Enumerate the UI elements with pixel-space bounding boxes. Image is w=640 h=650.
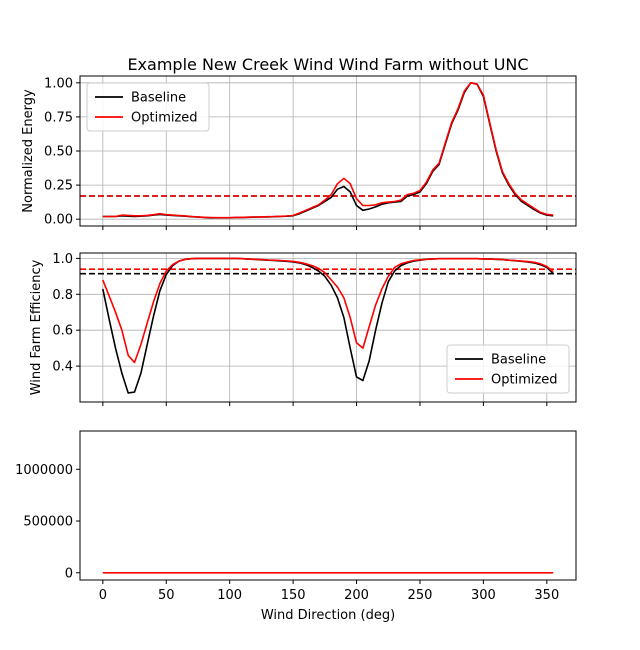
efficiency-subplot: 0.4 0.6 0.8 1.0 Wind Farm Efficiency Baseline…: [29, 252, 577, 406]
legend-label-optimized: Optimized: [131, 111, 198, 126]
chart-title: Example New Creek Wind Wind Farm without…: [127, 55, 528, 74]
y-tick-label: 0.8: [52, 288, 73, 303]
legend-label-baseline: Baseline: [491, 353, 546, 368]
x-tick-label: 50: [158, 588, 175, 603]
y-axis-label: Normalized Energy: [21, 89, 36, 213]
energy-subplot: 0.00 0.25 0.50 0.75 1.00 Normalized Energy Bas…: [21, 75, 577, 230]
axes-frame: [79, 430, 577, 581]
series-line-optimized: [102, 82, 554, 219]
x-tick-label: 100: [217, 588, 242, 603]
y-tick-label: 1000000: [15, 463, 73, 478]
y-tick-label: 1.00: [44, 76, 73, 91]
legend-box: [86, 82, 210, 132]
x-tick-label: 200: [344, 588, 369, 603]
legend-box: [446, 344, 570, 394]
y-tick-label: 0.50: [44, 145, 73, 160]
x-tick-label: 300: [471, 588, 496, 603]
series-line-optimized: [102, 257, 554, 364]
x-tick-label: 350: [534, 588, 559, 603]
x-tick-label: 150: [281, 588, 306, 603]
legend-label-optimized: Optimized: [491, 373, 558, 388]
legend: Baseline Optimized: [446, 344, 570, 394]
axes-frame: [79, 75, 577, 227]
y-tick-label: 0.6: [52, 324, 73, 339]
y-tick-label: 0: [65, 566, 73, 581]
x-tick-label: 0: [99, 588, 107, 603]
axes-frame: [79, 252, 577, 403]
y-tick-label: 0.4: [52, 360, 73, 375]
legend: Baseline Optimized: [86, 82, 210, 132]
y-tick-label: 0.00: [44, 213, 73, 228]
x-axis-label: Wind Direction (deg): [261, 608, 395, 623]
y-tick-label: 500000: [23, 515, 73, 530]
y-tick-label: 0.25: [44, 179, 73, 194]
y-axis-label: Wind Farm Efficiency: [29, 259, 44, 395]
y-tick-label: 1.0: [52, 252, 73, 267]
power-subplot: 0 500000 1000000 0 50 100 150 200 250 300 350: [15, 430, 577, 603]
legend-label-baseline: Baseline: [131, 91, 186, 106]
y-tick-label: 0.75: [44, 110, 73, 125]
x-tick-label: 250: [408, 588, 433, 603]
